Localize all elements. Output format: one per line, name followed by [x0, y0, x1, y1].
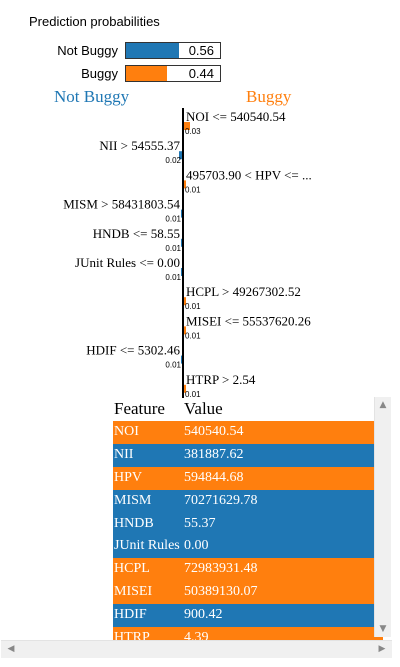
value-cell: 55.37	[184, 515, 216, 531]
value-cell: 540540.54	[184, 424, 244, 439]
scroll-up-arrow-icon[interactable]: ▲	[379, 400, 387, 410]
feature-condition-label: JUnit Rules <= 0.00	[75, 255, 180, 270]
feature-weight-label: 0.01	[185, 302, 201, 311]
class-header-buggy: Buggy	[246, 87, 292, 106]
feature-condition-label: MISEI <= 55537620.26	[186, 313, 311, 328]
feature-bar	[184, 180, 186, 189]
feature-cell: HNDB	[114, 515, 154, 531]
prob-value-not-buggy: 0.56	[188, 43, 214, 58]
horizontal-scrollbar[interactable]: ◀ ▶	[1, 640, 392, 658]
feature-condition-label: NII > 54555.37	[99, 138, 180, 153]
prob-row-not-buggy: Not Buggy 0.56	[0, 42, 230, 60]
prob-fill-buggy	[126, 66, 168, 81]
header-feature: Feature	[114, 399, 165, 418]
table-row: HNDB 55.37	[113, 512, 383, 536]
feature-bar	[184, 326, 186, 335]
table-row: MISEI 50389130.07	[113, 581, 383, 605]
prediction-probabilities-title: Prediction probabilities	[29, 14, 160, 29]
feature-cell: HCPL	[114, 561, 150, 577]
feature-cell: JUnit Rules	[114, 538, 180, 554]
feature-condition-label: HTRP > 2.54	[186, 372, 256, 387]
table-row: NII 381887.62	[113, 443, 383, 467]
explanation-chart: NOI <= 540540.54 0.03 NII > 54555.37 0.02 49…	[63, 108, 312, 398]
value-cell: 900.42	[184, 607, 223, 623]
feature-condition-label: 495703.90 < HPV <= ...	[186, 167, 312, 182]
feature-weight-label: 0.01	[165, 244, 181, 253]
feature-bar	[184, 384, 186, 393]
feature-bar	[184, 297, 186, 306]
value-cell: 72983931.48	[184, 561, 258, 577]
feature-cell: NII	[114, 446, 134, 462]
table-body: NOI 540540.54 NII 381887.62 HPV 594844.68 MISM…	[113, 421, 383, 650]
scroll-right-arrow-icon[interactable]: ▶	[378, 644, 386, 654]
feature-cell: HPV	[114, 469, 143, 485]
feature-weight-label: 0.01	[185, 390, 201, 398]
feature-weight-label: 0.01	[185, 185, 201, 194]
value-cell: 70271629.78	[184, 492, 258, 508]
feature-value-table: Feature Value NOI 540540.54 NII 381887.62 HP…	[113, 397, 383, 650]
table-row: MISM 70271629.78	[113, 489, 383, 513]
feature-cell: NOI	[114, 424, 139, 439]
feature-weight-label: 0.03	[185, 127, 201, 136]
table-row: HPV 594844.68	[113, 466, 383, 490]
feature-condition-label: NOI <= 540540.54	[186, 109, 286, 124]
scroll-left-arrow-icon[interactable]: ◀	[7, 644, 15, 654]
feature-condition-label: HNDB <= 58.55	[93, 226, 180, 241]
table-header: Feature Value	[113, 397, 383, 421]
table-row: HCPL 72983931.48	[113, 558, 383, 582]
feature-weight-label: 0.01	[165, 273, 181, 282]
table-row: HDIF 900.42	[113, 604, 383, 628]
feature-weight-label: 0.02	[165, 156, 181, 165]
prob-value-buggy: 0.44	[188, 66, 214, 81]
value-cell: 50389130.07	[184, 584, 258, 600]
feature-condition-label: HDIF <= 5302.46	[86, 343, 180, 358]
feature-condition-label: HCPL > 49267302.52	[186, 284, 301, 299]
prob-bar-not-buggy: 0.56	[125, 42, 221, 59]
prob-bar-buggy: 0.44	[125, 65, 221, 82]
feature-weight-label: 0.01	[165, 215, 181, 224]
scroll-down-arrow-icon[interactable]: ▼	[379, 624, 387, 634]
header-value: Value	[184, 399, 223, 418]
value-cell: 594844.68	[184, 469, 244, 485]
feature-weight-label: 0.01	[165, 361, 181, 370]
prob-fill-not-buggy	[126, 43, 179, 58]
feature-cell: MISEI	[114, 584, 153, 600]
prob-label-not-buggy: Not Buggy	[57, 43, 118, 58]
prob-row-buggy: Buggy 0.44	[0, 65, 230, 83]
table-row: NOI 540540.54	[113, 421, 383, 444]
feature-bar	[179, 151, 183, 160]
value-cell: 381887.62	[184, 446, 244, 462]
feature-condition-label: MISM > 58431803.54	[63, 197, 180, 212]
class-header-not-buggy: Not Buggy	[54, 87, 130, 106]
vertical-scrollbar[interactable]: ▲ ▼	[374, 397, 391, 637]
feature-bar	[184, 122, 190, 130]
feature-cell: HDIF	[114, 607, 147, 623]
table-row: JUnit Rules 0.00	[113, 535, 383, 559]
value-cell: 0.00	[184, 538, 209, 554]
feature-cell: MISM	[114, 492, 152, 508]
prob-label-buggy: Buggy	[81, 66, 118, 81]
feature-weight-label: 0.01	[185, 331, 201, 340]
